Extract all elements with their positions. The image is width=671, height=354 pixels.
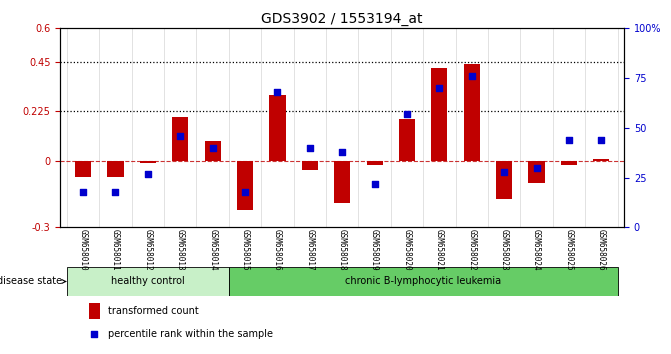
Text: GSM658020: GSM658020 (403, 229, 411, 270)
Text: GSM658016: GSM658016 (273, 229, 282, 270)
Text: chronic B-lymphocytic leukemia: chronic B-lymphocytic leukemia (345, 276, 501, 286)
Point (499, 169, 509, 175)
Point (466, 73, 477, 79)
Text: GSM658018: GSM658018 (338, 229, 347, 270)
Bar (237, 161, 253, 210)
Point (531, 165, 542, 171)
Bar (205, 141, 221, 161)
Bar (593, 159, 609, 161)
Bar (464, 64, 480, 161)
Bar (366, 161, 382, 166)
Point (434, 85, 445, 91)
Point (402, 111, 413, 117)
Text: GSM658014: GSM658014 (208, 229, 217, 270)
Bar (140, 161, 156, 163)
Bar (89, 303, 100, 319)
Point (337, 149, 348, 155)
Point (240, 189, 250, 194)
FancyBboxPatch shape (67, 267, 229, 296)
Bar (431, 68, 448, 161)
Point (142, 171, 153, 177)
Text: disease state: disease state (0, 276, 66, 286)
Text: GSM658011: GSM658011 (111, 229, 120, 270)
Bar (172, 117, 189, 161)
Point (369, 181, 380, 187)
Text: GSM658017: GSM658017 (305, 229, 314, 270)
Point (89, 331, 99, 337)
Point (175, 133, 186, 139)
Bar (399, 119, 415, 161)
Point (110, 189, 121, 194)
Bar (75, 161, 91, 177)
Text: GSM658010: GSM658010 (79, 229, 87, 270)
Point (564, 137, 574, 143)
Text: GSM658015: GSM658015 (240, 229, 250, 270)
Text: GSM658026: GSM658026 (597, 229, 606, 270)
Bar (561, 161, 577, 166)
Point (596, 137, 607, 143)
Text: GSM658023: GSM658023 (500, 229, 509, 270)
Bar (107, 161, 123, 177)
Text: healthy control: healthy control (111, 276, 185, 286)
Point (305, 145, 315, 151)
Point (272, 89, 282, 95)
Text: GSM658024: GSM658024 (532, 229, 541, 270)
Bar (302, 161, 318, 170)
Bar (529, 161, 545, 183)
Text: GSM658012: GSM658012 (144, 229, 152, 270)
Text: GSM658021: GSM658021 (435, 229, 444, 270)
Text: percentile rank within the sample: percentile rank within the sample (108, 329, 273, 339)
FancyBboxPatch shape (229, 267, 617, 296)
Bar (496, 161, 512, 199)
Point (78, 189, 89, 194)
Bar (334, 161, 350, 203)
Text: GSM658025: GSM658025 (564, 229, 574, 270)
Title: GDS3902 / 1553194_at: GDS3902 / 1553194_at (262, 12, 423, 26)
Text: transformed count: transformed count (108, 306, 199, 316)
Text: GSM658013: GSM658013 (176, 229, 185, 270)
Text: GSM658019: GSM658019 (370, 229, 379, 270)
Text: GSM658022: GSM658022 (467, 229, 476, 270)
Point (207, 145, 218, 151)
Bar (269, 95, 286, 161)
